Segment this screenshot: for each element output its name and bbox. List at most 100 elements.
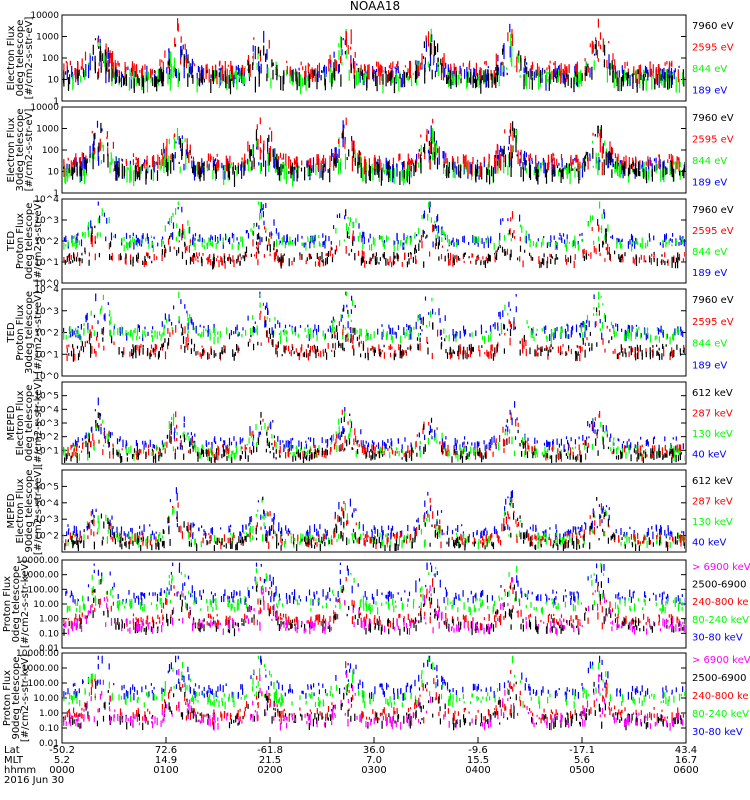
y-tick-label: 10^4 — [34, 195, 59, 205]
y-axis-label: 0deg telescope — [15, 20, 26, 97]
y-tick-label: 10^0 — [34, 372, 59, 382]
y-tick-label: 0.01 — [39, 644, 59, 654]
y-axis-label: [#/cm2-s-str-keV] — [33, 379, 44, 467]
legend-entry: 130 keV — [692, 517, 733, 528]
legend-entry: 287 keV — [692, 497, 733, 508]
y-tick-label: 100 — [42, 146, 59, 156]
x-tick-label-mlt: 7.0 — [366, 755, 382, 766]
legend-entry: 130 keV — [692, 429, 733, 440]
y-axis-label: Proton Flux — [2, 576, 13, 632]
legend-entry: 7960 eV — [692, 113, 734, 124]
y-tick-label: 1000.00 — [22, 571, 59, 581]
series-red — [63, 576, 680, 631]
series-red — [66, 302, 685, 362]
legend-entry: 80-240 keV — [692, 709, 749, 720]
y-tick-label: 10^3 — [34, 307, 59, 317]
y-tick-label: 10^4 — [34, 499, 59, 509]
series-green — [66, 562, 683, 615]
x-tick-label-lat: 43.4 — [675, 745, 697, 756]
x-tick-label-lat: -50.2 — [49, 745, 75, 756]
y-axis-label: [#/cm2-s-str-keV] — [20, 560, 31, 648]
legend-entry: 2595 eV — [692, 226, 734, 237]
y-tick-label: 10^2 — [34, 237, 59, 247]
y-axis-label: 30deg telescope — [15, 108, 26, 191]
series-green — [63, 201, 684, 253]
panel-frame — [61, 14, 687, 102]
y-axis-label: 0deg telescope — [11, 566, 22, 643]
legend-entry: 189 eV — [692, 360, 727, 371]
legend-entry: 287 keV — [692, 409, 733, 420]
y-tick-label: 10^1 — [34, 350, 59, 360]
legend-entry: 2595 eV — [692, 135, 734, 146]
y-axis-label: [#/cm2-s-str-keV] — [20, 654, 31, 742]
series-blue — [63, 655, 684, 701]
series-blue — [63, 120, 685, 183]
legend-entry: > 6900 keV — [692, 562, 750, 573]
y-tick-label: 10^5 — [34, 482, 59, 492]
series-black — [68, 307, 685, 362]
y-tick-label: 1.00 — [39, 615, 59, 625]
y-axis-label: Proton Flux — [15, 304, 26, 360]
x-tick-label-lat: -9.6 — [468, 745, 488, 756]
x-tick-label-lat: -17.1 — [569, 745, 595, 756]
y-axis-label: Electron Flux — [15, 478, 26, 543]
legend-entry: 40 keV — [692, 538, 726, 549]
y-axis-label: [#/cm2-s-str-eV] — [24, 17, 35, 100]
series-green — [63, 655, 685, 710]
x-tick-label-hhmm: 0500 — [569, 765, 594, 776]
series-green — [72, 28, 684, 95]
series-black — [64, 209, 680, 270]
legend-entry: 844 eV — [692, 64, 727, 75]
series-black — [63, 38, 685, 95]
panel-8: 0.01 0.10 1.00 10.00 100.00 1000.00 10000.00 Pr… — [2, 649, 750, 749]
y-axis-label: 90deg telescope — [11, 656, 22, 739]
x-tick-label-lat: -61.8 — [257, 745, 283, 756]
y-axis-label: TED — [6, 322, 17, 343]
y-tick-label: 1000 — [36, 33, 59, 43]
x-tick-label-hhmm: 0300 — [361, 765, 386, 776]
y-tick-label: 10.00 — [33, 694, 59, 704]
legend-entry: 7960 eV — [692, 205, 734, 216]
x-tick-label-hhmm: 0200 — [257, 765, 282, 776]
legend-entry: 30-80 keV — [692, 727, 743, 738]
x-tick-label-lat: 72.6 — [155, 745, 177, 756]
legend-entry: 7960 eV — [692, 295, 734, 306]
chart-title: NOAA18 — [349, 0, 401, 13]
series-black — [63, 121, 685, 188]
y-tick-label: 10^0 — [34, 279, 59, 289]
y-tick-label: 10^2 — [34, 433, 59, 443]
x-tick-label-mlt: 5.6 — [574, 755, 590, 766]
y-axis-label: 0deg telescope — [24, 203, 35, 280]
series-red — [63, 409, 682, 462]
legend-entry: 844 eV — [692, 339, 727, 350]
legend-entry: 240-800 ke — [692, 691, 749, 702]
data-marks — [63, 117, 685, 188]
series-magenta — [63, 577, 685, 636]
y-axis-label: 30deg telescope — [24, 291, 35, 374]
y-tick-label: 100.00 — [28, 585, 60, 595]
x-tick-label-mlt: 14.9 — [155, 755, 177, 766]
legend-entry: 2500-6900 — [692, 580, 747, 591]
y-tick-label: 1.00 — [39, 709, 59, 719]
series-black — [64, 496, 685, 551]
y-tick-label: 10^2 — [34, 532, 59, 542]
y-tick-label: 100.00 — [28, 679, 60, 689]
legend-entry: 7960 eV — [692, 21, 734, 32]
legend-entry: 844 eV — [692, 156, 727, 167]
data-marks — [63, 487, 685, 551]
y-tick-label: 10000.00 — [16, 649, 59, 659]
data-marks — [63, 18, 685, 95]
y-axis-label: [#/cm2-s-str-eV] — [33, 291, 44, 374]
y-tick-label: 10000 — [30, 103, 59, 113]
data-marks — [63, 201, 685, 270]
legend-entry: 189 eV — [692, 268, 727, 279]
legend-entry: 30-80 keV — [692, 632, 743, 643]
y-tick-label: 10 — [48, 76, 60, 86]
y-axis-label: MEPED — [6, 405, 17, 440]
x-tick-label-lat: 36.0 — [363, 745, 385, 756]
